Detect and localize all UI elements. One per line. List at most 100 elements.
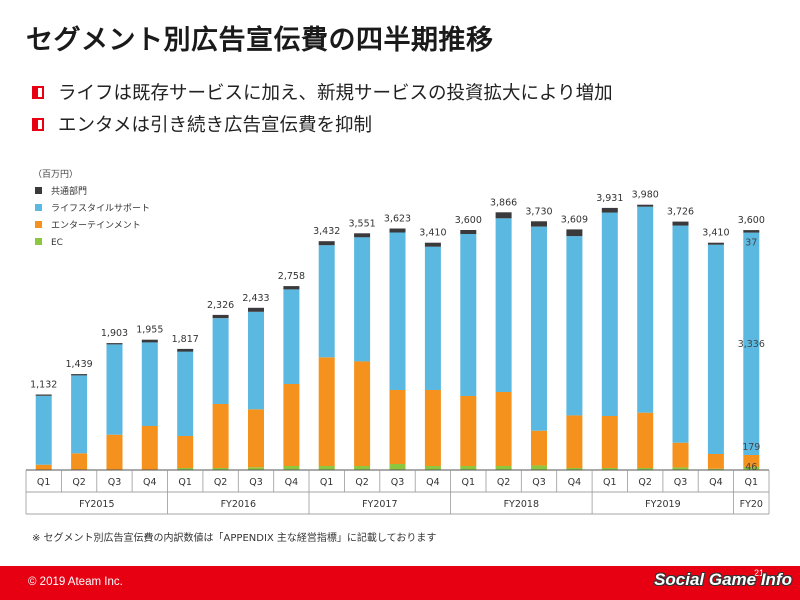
bar-segment: [283, 466, 300, 470]
bar-segment: [566, 236, 583, 416]
copyright: © 2019 Ateam Inc.: [28, 576, 123, 588]
segment-label: 3,336: [738, 339, 765, 350]
total-label: 3,980: [632, 190, 659, 201]
bar-segment: [637, 206, 654, 413]
bullet-text: エンタメは引き続き広告宣伝費を抑制: [58, 115, 372, 136]
bar-segment: [283, 384, 300, 466]
bullet-item: ライフは既存サービスに加え、新規サービスの投資拡大により増加: [32, 76, 613, 108]
bar-segment: [212, 314, 229, 319]
total-label: 3,600: [455, 215, 482, 226]
fiscal-year-label: FY2019: [645, 499, 680, 510]
total-label: 1,903: [101, 328, 128, 339]
bar-segment: [743, 232, 760, 455]
bar-segment: [71, 374, 88, 376]
page-number: 21: [753, 568, 764, 578]
total-label: 1,132: [30, 380, 57, 391]
bar-segment: [531, 430, 547, 466]
total-label: 3,623: [384, 214, 411, 225]
bar-segment: [212, 318, 229, 404]
bar-segment: [637, 468, 654, 470]
bar-segment: [637, 204, 654, 207]
bar-segment: [354, 233, 371, 238]
bar-segment: [601, 212, 618, 416]
total-label: 3,410: [419, 228, 446, 239]
bar-segment: [495, 466, 512, 470]
bar-segment: [389, 232, 406, 390]
bar-segment: [318, 466, 335, 470]
bar-segment: [531, 221, 547, 227]
bar-segment: [141, 342, 158, 426]
bar-segment: [566, 415, 583, 468]
bar-segment: [106, 344, 123, 435]
legend-label: EC: [51, 238, 63, 248]
bar-segment: [672, 442, 689, 468]
bar-segment: [707, 244, 724, 454]
total-label: 3,600: [738, 215, 765, 226]
x-tick-label: Q4: [285, 477, 299, 488]
bar-segment: [531, 465, 547, 470]
fiscal-year-label: FY2016: [221, 499, 256, 510]
legend-swatch: [35, 187, 42, 194]
bullet-text: ライフは既存サービスに加え、新規サービスの投資拡大により増加: [58, 83, 613, 104]
x-tick-label: Q1: [178, 477, 192, 488]
total-label: 3,730: [525, 206, 552, 217]
watermark-logo: Social Game Info: [654, 570, 792, 589]
bar-segment: [389, 228, 406, 233]
bar-segment: [71, 453, 88, 470]
bar-segment: [495, 218, 512, 392]
legend-label: エンターテインメント: [51, 220, 141, 231]
x-tick-label: Q4: [143, 477, 157, 488]
bar-segment: [424, 246, 441, 390]
x-tick-label: Q2: [72, 477, 86, 488]
bar-segment: [354, 237, 371, 362]
bar-segment: [35, 464, 52, 470]
total-label: 3,931: [596, 193, 623, 204]
bar-segment: [566, 229, 583, 237]
total-label: 3,432: [313, 226, 340, 237]
total-label: 1,439: [65, 359, 92, 370]
bar-segment: [389, 390, 406, 464]
bar-segment: [707, 454, 724, 469]
bar-segment: [424, 390, 441, 466]
legend-label: 共通部門: [51, 185, 87, 197]
x-tick-label: Q4: [568, 477, 582, 488]
bar-segment: [177, 348, 194, 352]
bar-segment: [318, 241, 335, 246]
x-tick-label: Q1: [320, 477, 334, 488]
bar-segment: [424, 242, 441, 247]
x-tick-label: Q2: [638, 477, 652, 488]
x-tick-label: Q3: [532, 477, 546, 488]
bar-segment: [141, 426, 158, 470]
bar-segment: [354, 361, 371, 466]
x-tick-label: Q3: [674, 477, 688, 488]
bar-segment: [283, 286, 300, 290]
bar-segment: [743, 230, 760, 233]
bar-segment: [35, 394, 52, 396]
total-label: 1,817: [172, 334, 199, 345]
bar-segment: [141, 339, 158, 343]
bar-segment: [71, 375, 88, 454]
segment-label: 37: [745, 237, 757, 248]
x-tick-label: Q2: [355, 477, 369, 488]
bar-segment: [601, 468, 618, 470]
segment-label: 46: [745, 462, 757, 473]
bar-segment: [248, 311, 264, 410]
bar-segment: [248, 409, 264, 468]
x-tick-label: Q3: [108, 477, 122, 488]
x-tick-label: Q3: [391, 477, 405, 488]
fiscal-year-label: FY20: [740, 499, 763, 510]
bar-segment: [707, 468, 724, 470]
x-tick-label: Q1: [462, 477, 476, 488]
bar-segment: [389, 464, 406, 470]
fiscal-year-label: FY2015: [79, 499, 114, 510]
total-label: 2,433: [242, 293, 269, 304]
total-label: 2,326: [207, 300, 234, 311]
bullet-square-icon: [32, 85, 44, 99]
bullet-item: エンタメは引き続き広告宣伝費を抑制: [32, 108, 613, 140]
bar-segment: [177, 468, 194, 470]
total-label: 2,758: [278, 271, 305, 282]
bar-segment: [460, 466, 477, 470]
legend-swatch: [35, 204, 42, 211]
bar-segment: [460, 396, 477, 466]
